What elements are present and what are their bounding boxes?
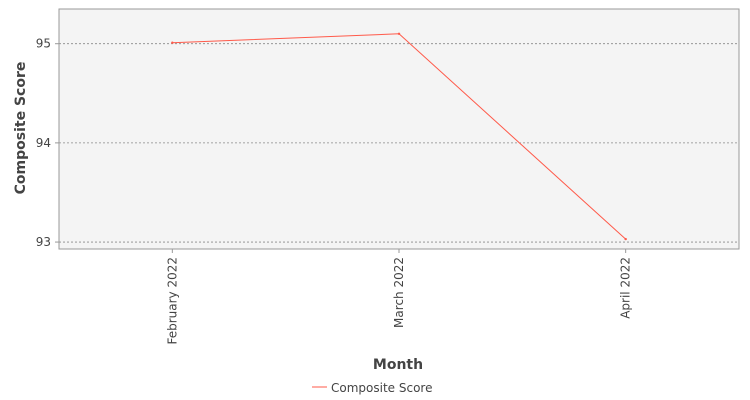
plot-area	[59, 9, 739, 249]
y-tick-label: 94	[36, 136, 51, 150]
data-point	[624, 237, 627, 241]
y-axis-title: Composite Score	[13, 62, 29, 195]
data-point	[171, 41, 174, 44]
y-tick-label: 93	[36, 235, 51, 249]
x-tick-label: April 2022	[619, 257, 633, 319]
x-axis-ticks: February 2022 March 2022 April 2022	[165, 249, 633, 345]
y-tick-label: 95	[36, 37, 51, 51]
plot-border	[58, 8, 740, 250]
series-layer	[171, 32, 627, 241]
x-tick-label: February 2022	[165, 257, 179, 345]
legend: Composite Score	[312, 381, 432, 395]
legend-label: Composite Score	[331, 381, 432, 395]
x-axis-title: Month	[373, 357, 423, 373]
y-axis-ticks: 93 94 95	[36, 37, 59, 249]
x-tick-label: March 2022	[392, 257, 406, 328]
data-point	[397, 32, 401, 35]
